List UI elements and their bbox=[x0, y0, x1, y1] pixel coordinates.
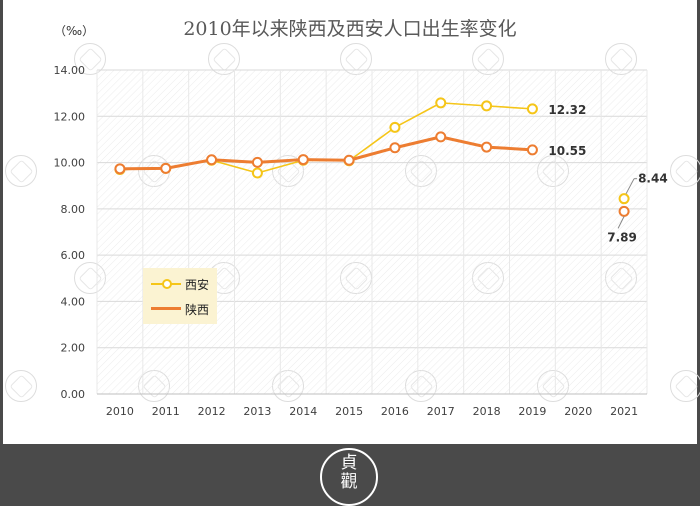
data-point-xian bbox=[251, 167, 263, 179]
y-tick-label: 4.00 bbox=[61, 295, 86, 308]
watermark-seal bbox=[670, 155, 700, 187]
watermark-seal bbox=[5, 155, 37, 187]
watermark-seal bbox=[5, 370, 37, 402]
legend-label-xian: 西安 bbox=[185, 278, 210, 292]
legend-label-shaanxi: 陕西 bbox=[185, 303, 210, 317]
data-point-shaanxi bbox=[526, 144, 538, 156]
data-point-shaanxi bbox=[206, 154, 218, 166]
data-point-shaanxi bbox=[343, 154, 355, 166]
x-tick-label: 2013 bbox=[243, 405, 271, 418]
data-point-xian bbox=[618, 193, 630, 205]
x-tick-label: 2017 bbox=[427, 405, 455, 418]
data-point-shaanxi bbox=[389, 142, 401, 154]
data-point-xian bbox=[435, 97, 447, 109]
data-point-shaanxi bbox=[481, 141, 493, 153]
data-label: 10.55 bbox=[548, 144, 586, 158]
legend-line-shaanxi bbox=[151, 307, 181, 310]
logo-character: 觀 bbox=[340, 472, 358, 492]
watermark-seal bbox=[74, 43, 106, 75]
x-tick-label: 2019 bbox=[518, 405, 546, 418]
data-label-leader bbox=[617, 216, 625, 229]
brand-logo: 貞觀 bbox=[320, 448, 378, 506]
data-label: 8.44 bbox=[638, 172, 668, 186]
x-tick-label: 2011 bbox=[152, 405, 180, 418]
y-tick-label: 10.00 bbox=[54, 157, 86, 170]
x-tick-label: 2016 bbox=[381, 405, 409, 418]
y-axis-unit: （‰） bbox=[54, 24, 95, 38]
data-label-leader bbox=[625, 178, 635, 194]
x-tick-label: 2010 bbox=[106, 405, 134, 418]
x-tick-label: 2020 bbox=[564, 405, 592, 418]
x-tick-label: 2018 bbox=[473, 405, 501, 418]
y-tick-label: 8.00 bbox=[61, 203, 86, 216]
y-tick-label: 0.00 bbox=[61, 388, 86, 401]
x-tick-label: 2021 bbox=[610, 405, 638, 418]
y-tick-label: 2.00 bbox=[61, 342, 86, 355]
data-point-shaanxi bbox=[618, 205, 630, 217]
data-point-xian bbox=[481, 100, 493, 112]
data-label: 7.89 bbox=[607, 230, 637, 244]
x-tick-label: 2012 bbox=[198, 405, 226, 418]
data-point-shaanxi bbox=[160, 162, 172, 174]
legend-item-shaanxi: 陕西 bbox=[143, 299, 217, 319]
data-point-shaanxi bbox=[297, 154, 309, 166]
x-tick-label: 2014 bbox=[289, 405, 317, 418]
data-point-shaanxi bbox=[114, 163, 126, 175]
chart-title: 2010年以来陕西及西安人口出生率变化 bbox=[183, 18, 517, 40]
legend: 西安 陕西 bbox=[143, 268, 217, 324]
y-tick-label: 6.00 bbox=[61, 249, 86, 262]
data-point-shaanxi bbox=[435, 131, 447, 143]
watermark-seal bbox=[670, 370, 700, 402]
data-point-xian bbox=[526, 103, 538, 115]
x-tick-label: 2015 bbox=[335, 405, 363, 418]
logo-character: 貞 bbox=[340, 453, 358, 473]
legend-item-xian: 西安 bbox=[143, 274, 217, 294]
y-tick-label: 14.00 bbox=[54, 64, 86, 77]
data-label: 12.32 bbox=[548, 103, 586, 117]
legend-marker-xian bbox=[162, 279, 172, 289]
series-line-shaanxi bbox=[119, 135, 533, 171]
data-point-shaanxi bbox=[251, 156, 263, 168]
data-point-xian bbox=[389, 121, 401, 133]
y-tick-label: 12.00 bbox=[54, 110, 86, 123]
